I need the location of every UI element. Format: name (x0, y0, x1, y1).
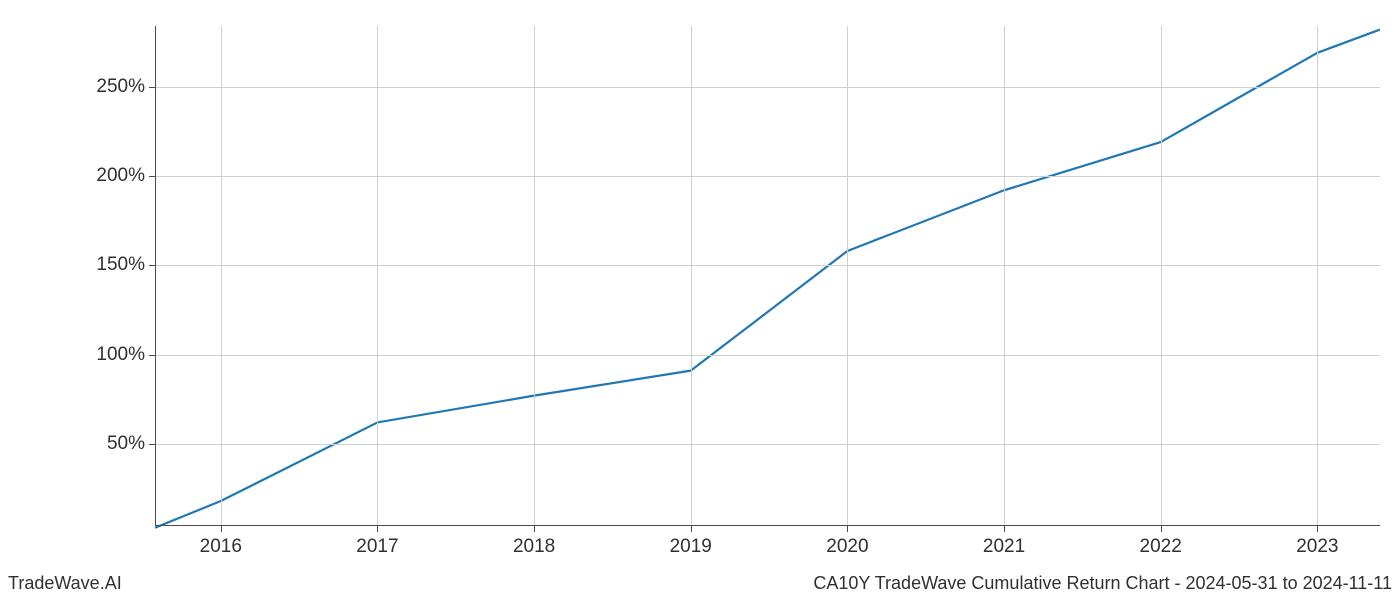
y-tick-label: 250% (95, 76, 145, 98)
x-tick-mark (377, 526, 378, 532)
x-tick-label: 2019 (670, 536, 712, 558)
x-tick-mark (847, 526, 848, 532)
y-tick-label: 200% (95, 165, 145, 187)
grid-line-vertical (377, 26, 378, 526)
grid-line-vertical (847, 26, 848, 526)
x-tick-label: 2016 (200, 536, 242, 558)
x-tick-label: 2022 (1140, 536, 1182, 558)
grid-line-horizontal (155, 265, 1380, 266)
x-tick-label: 2021 (983, 536, 1025, 558)
x-tick-label: 2018 (513, 536, 555, 558)
plot-area (155, 26, 1380, 526)
axis-spine-left (155, 26, 156, 526)
grid-line-horizontal (155, 176, 1380, 177)
grid-line-vertical (534, 26, 535, 526)
grid-line-horizontal (155, 355, 1380, 356)
footer-left-text: TradeWave.AI (8, 573, 122, 594)
x-tick-mark (1317, 526, 1318, 532)
grid-line-vertical (221, 26, 222, 526)
y-tick-label: 100% (95, 344, 145, 366)
grid-line-horizontal (155, 87, 1380, 88)
x-tick-mark (534, 526, 535, 532)
grid-line-vertical (1004, 26, 1005, 526)
x-tick-mark (1161, 526, 1162, 532)
x-tick-mark (221, 526, 222, 532)
x-tick-label: 2023 (1296, 536, 1338, 558)
grid-line-vertical (1317, 26, 1318, 526)
grid-line-vertical (1161, 26, 1162, 526)
x-tick-mark (1004, 526, 1005, 532)
grid-line-vertical (691, 26, 692, 526)
x-tick-label: 2020 (826, 536, 868, 558)
x-tick-label: 2017 (356, 536, 398, 558)
chart-container: TradeWave.AI CA10Y TradeWave Cumulative … (0, 0, 1400, 600)
grid-line-horizontal (155, 444, 1380, 445)
line-series (155, 26, 1380, 526)
return-line (155, 30, 1380, 528)
footer-right-text: CA10Y TradeWave Cumulative Return Chart … (813, 573, 1392, 594)
y-tick-label: 50% (95, 433, 145, 455)
axis-spine-bottom (155, 525, 1380, 526)
y-tick-label: 150% (95, 254, 145, 276)
x-tick-mark (691, 526, 692, 532)
